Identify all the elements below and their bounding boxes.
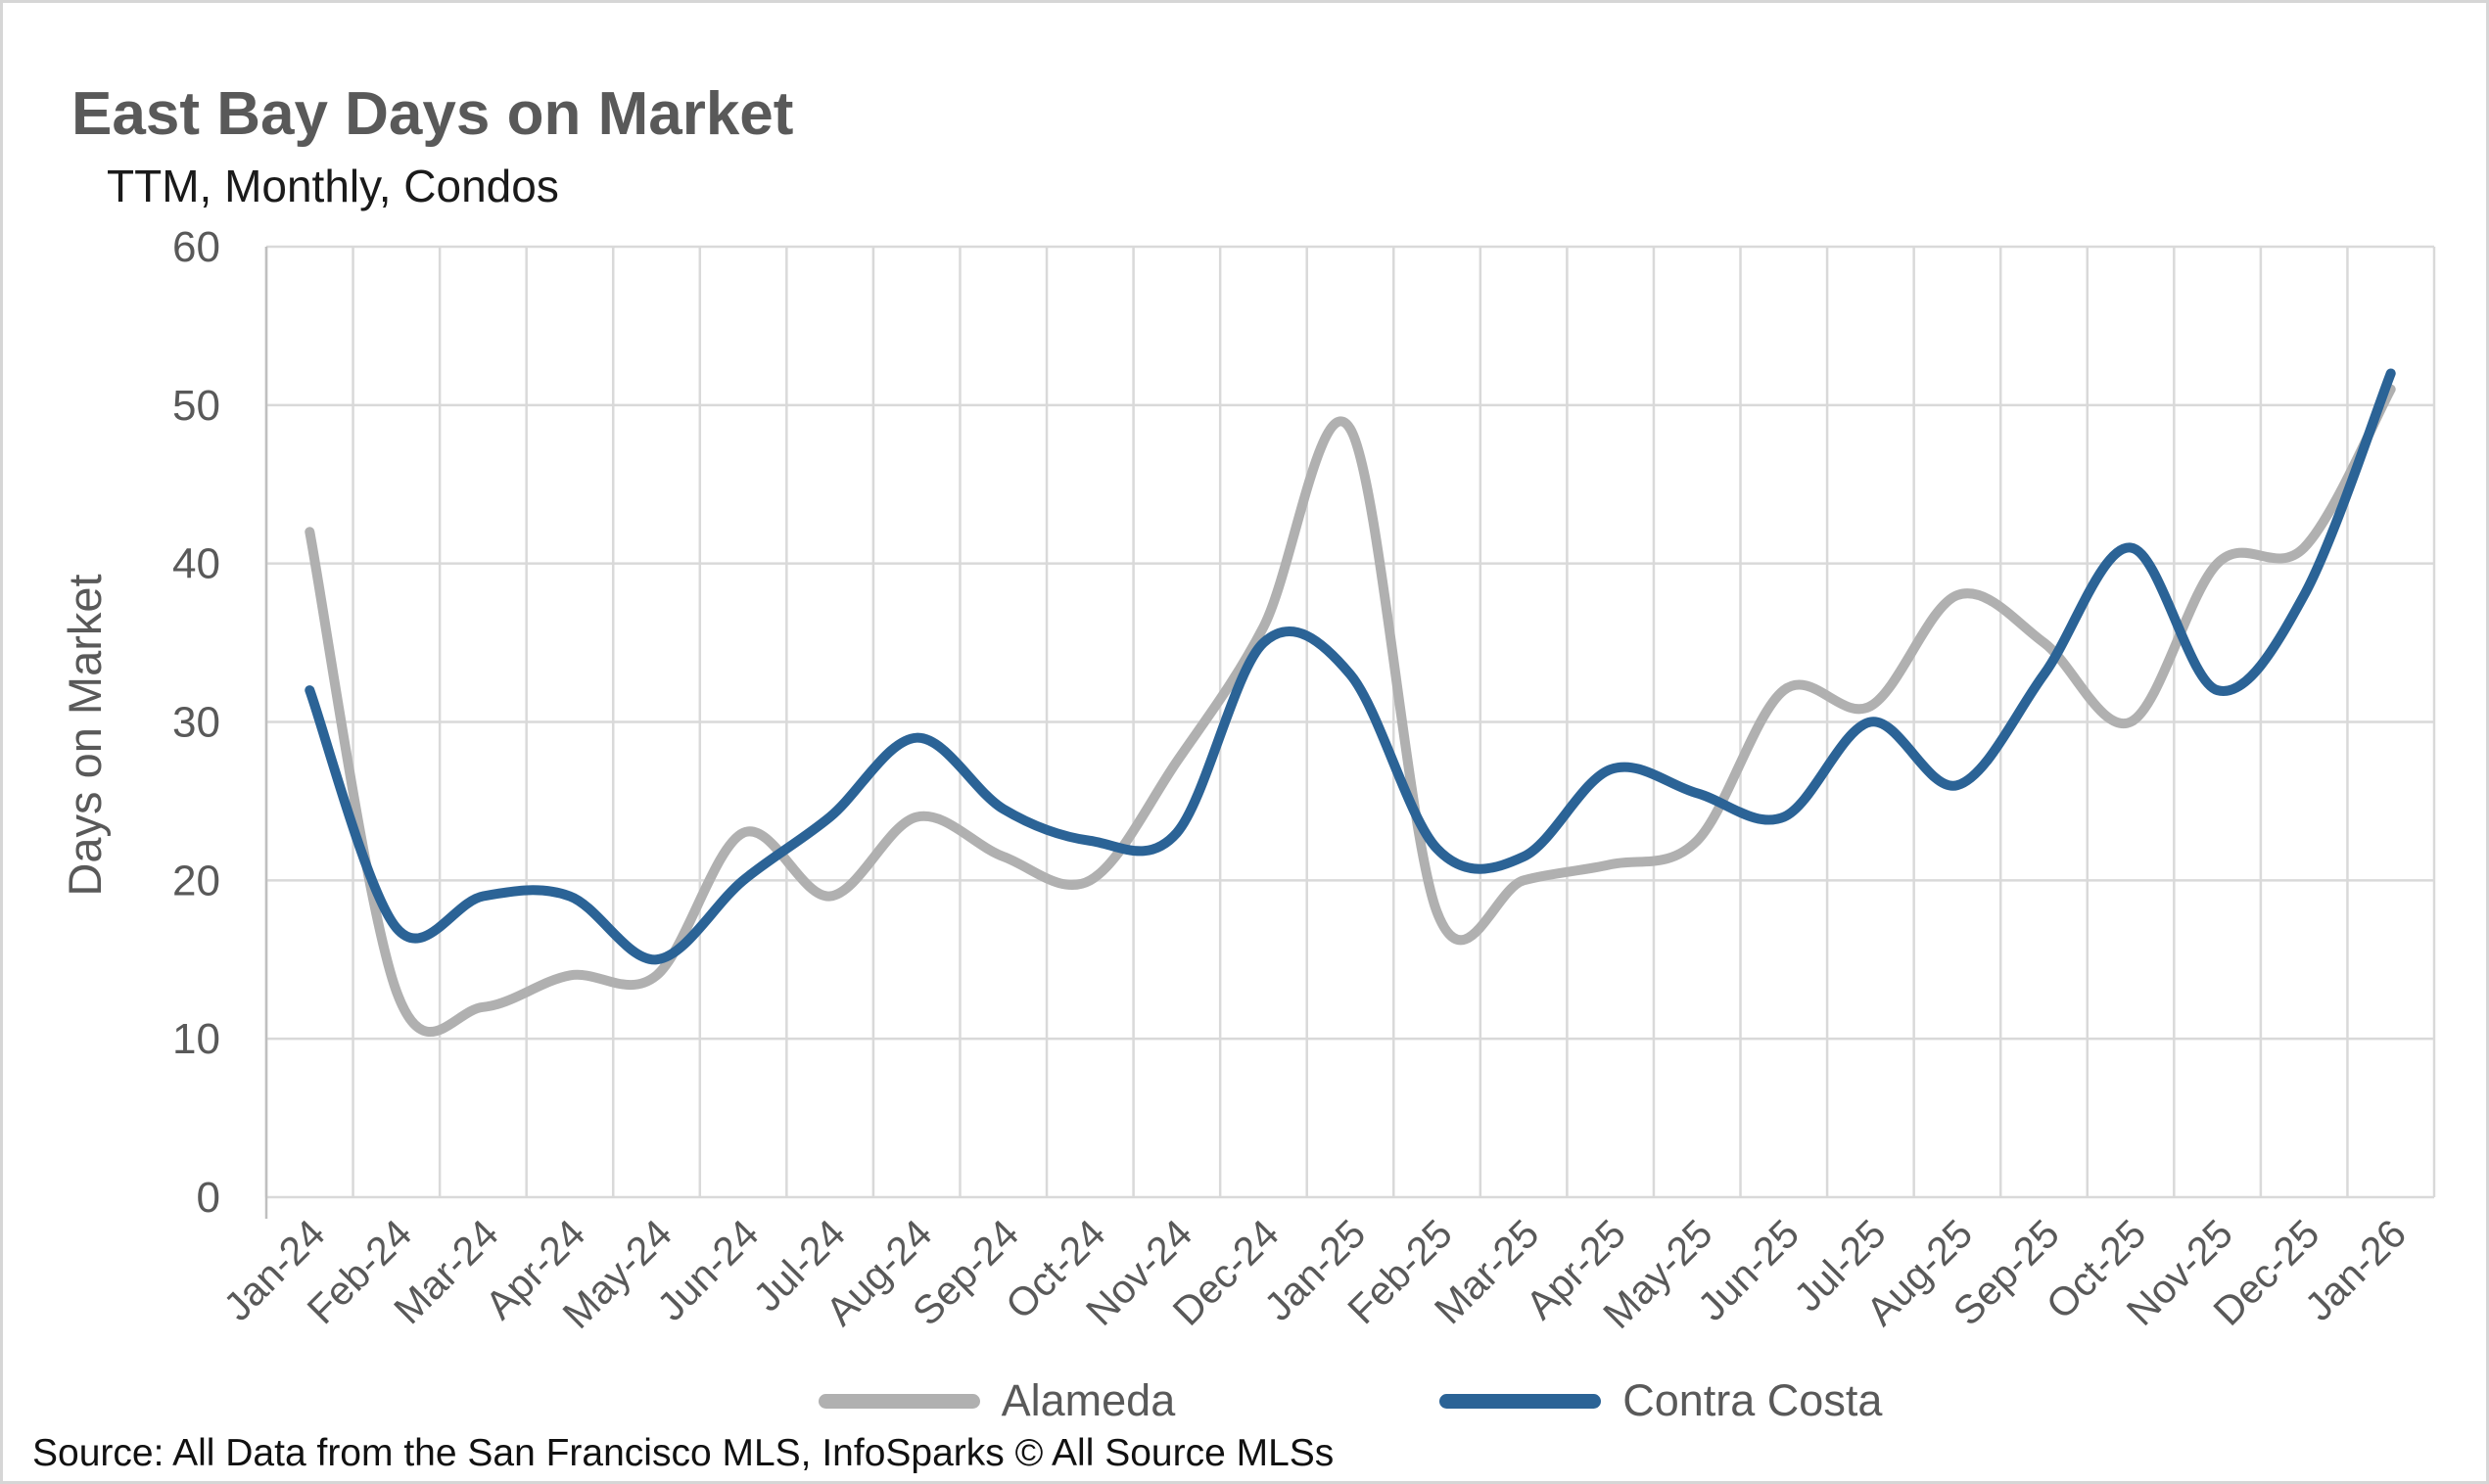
series-line-alameda bbox=[305, 384, 2396, 1037]
chart-legend: Alameda Contra Costa bbox=[266, 1371, 2434, 1430]
legend-swatch bbox=[1439, 1393, 1602, 1409]
source-attribution: Source: All Data from the San Francisco … bbox=[32, 1432, 1335, 1474]
chart-subtitle: TTM, Monthly, Condos bbox=[107, 161, 559, 211]
y-tick-label: 10 bbox=[172, 1015, 220, 1063]
legend-label: Contra Costa bbox=[1622, 1375, 1883, 1425]
y-tick-label: 30 bbox=[172, 699, 220, 747]
line-chart-plot: 0102030405060Jan-24Feb-24Mar-24Apr-24May… bbox=[59, 223, 2436, 1337]
y-tick-label: 50 bbox=[172, 382, 220, 430]
y-tick-label: 0 bbox=[197, 1174, 220, 1222]
axis-labels: 0102030405060Jan-24Feb-24Mar-24Apr-24May… bbox=[59, 223, 2415, 1337]
y-tick-label: 40 bbox=[172, 540, 220, 588]
legend-item-contra-costa: Contra Costa bbox=[1439, 1375, 1882, 1426]
gridlines bbox=[264, 245, 2436, 1219]
y-axis-title: Days on Market bbox=[59, 574, 111, 896]
series-paths bbox=[305, 368, 2396, 1037]
series-line-contra-costa bbox=[305, 368, 2396, 965]
chart-title: East Bay Days on Market bbox=[71, 80, 794, 148]
legend-label: Alameda bbox=[1001, 1375, 1176, 1425]
legend-item-alameda: Alameda bbox=[818, 1375, 1176, 1426]
y-tick-label: 20 bbox=[172, 857, 220, 904]
y-tick-label: 60 bbox=[172, 223, 220, 271]
legend-swatch bbox=[818, 1393, 980, 1409]
